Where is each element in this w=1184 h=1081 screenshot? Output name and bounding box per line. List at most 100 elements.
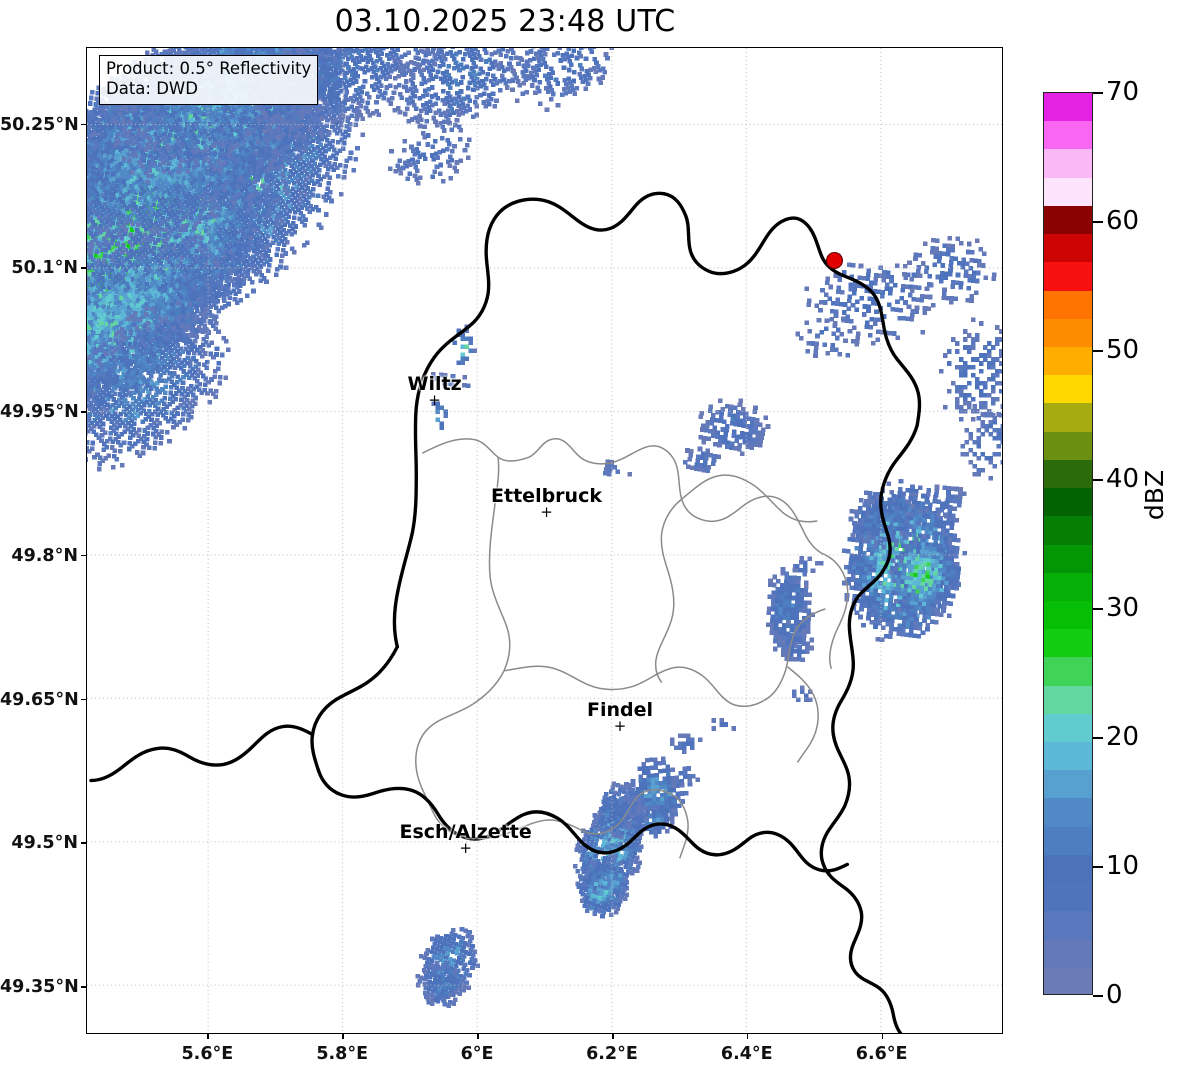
lon-tick-label: 5.6°E — [181, 1044, 234, 1064]
map-plot-area[interactable]: Product: 0.5° Reflectivity Data: DWD — [86, 47, 1003, 1034]
colorbar-band — [1044, 93, 1092, 122]
colorbar-band — [1044, 572, 1092, 601]
colorbar-tick-label: 0 — [1106, 980, 1123, 1010]
colorbar-band — [1044, 234, 1092, 263]
lon-tick-label: 6.6°E — [855, 1044, 908, 1064]
colorbar-band — [1044, 883, 1092, 912]
colorbar-tick-label: 10 — [1106, 851, 1140, 881]
colorbar-tick-label: 30 — [1106, 593, 1140, 623]
colorbar-tick-mark — [1093, 866, 1103, 868]
lat-tick-mark — [81, 123, 86, 126]
colorbar-band — [1044, 685, 1092, 714]
colorbar-tick-mark — [1093, 479, 1103, 481]
lon-tick-label: 6°E — [460, 1044, 494, 1064]
colorbar-band — [1044, 290, 1092, 319]
lon-tick-mark — [881, 1034, 884, 1039]
city-marker-icon: + — [613, 716, 627, 735]
colorbar-band — [1044, 459, 1092, 489]
colorbar-band — [1044, 770, 1092, 799]
page-title: 03.10.2025 23:48 UTC — [334, 4, 676, 39]
lat-tick-mark — [81, 986, 86, 988]
colorbar-band — [1044, 826, 1092, 855]
city-marker-icon: + — [459, 839, 472, 858]
city-marker-icon: + — [428, 390, 441, 409]
lon-tick-mark — [207, 1034, 209, 1039]
colorbar-band — [1044, 177, 1092, 206]
colorbar-band — [1044, 657, 1092, 686]
colorbar-band — [1044, 854, 1092, 884]
colorbar-band — [1044, 488, 1092, 517]
colorbar-tick-label: 40 — [1106, 464, 1140, 494]
district-boundaries — [415, 437, 849, 859]
lon-tick-label: 6.2°E — [586, 1044, 638, 1064]
colorbar-tick-label: 50 — [1106, 335, 1140, 365]
lat-tick-label: 49.95°N — [0, 402, 79, 423]
city-label-findel: Findel + — [587, 698, 654, 735]
colorbar-band — [1044, 431, 1092, 460]
lon-tick-mark — [746, 1034, 749, 1039]
product-info-box: Product: 0.5° Reflectivity Data: DWD — [99, 55, 319, 105]
lat-tick-mark — [81, 554, 86, 557]
colorbar-band — [1044, 544, 1092, 573]
colorbar-band — [1044, 403, 1092, 432]
colorbar-tick-mark — [1093, 350, 1103, 352]
colorbar-unit-label: dBZ — [1140, 469, 1169, 521]
colorbar-tick-mark — [1093, 221, 1103, 223]
colorbar-tick-mark — [1093, 92, 1103, 94]
city-label-ettelbruck: Ettelbruck + — [491, 484, 602, 521]
colorbar-band — [1044, 967, 1092, 994]
country-border — [89, 191, 922, 1033]
city-label-wiltz: Wiltz + — [407, 372, 462, 409]
colorbar-band — [1044, 516, 1092, 545]
colorbar-band — [1044, 121, 1092, 150]
colorbar-band — [1044, 911, 1092, 940]
map-clip — [87, 48, 1002, 1033]
colorbar-band — [1044, 798, 1092, 827]
colorbar-band — [1044, 600, 1092, 630]
colorbar-tick-label: 60 — [1106, 206, 1140, 236]
colorbar-tick-mark — [1093, 995, 1103, 997]
radar-site-marker[interactable] — [825, 252, 843, 270]
city-name: Findel — [587, 698, 654, 721]
colorbar-band — [1044, 375, 1092, 404]
colorbar[interactable] — [1043, 92, 1093, 995]
data-source-line: Data: DWD — [106, 79, 198, 99]
colorbar-band — [1044, 939, 1092, 968]
colorbar-tick-mark — [1093, 737, 1103, 739]
city-marker-icon: + — [540, 502, 553, 521]
colorbar-band — [1044, 713, 1092, 743]
lat-tick-mark — [81, 411, 86, 413]
lon-tick-mark — [611, 1034, 614, 1039]
lon-tick-label: 5.8°E — [316, 1044, 369, 1064]
colorbar-tick-label: 20 — [1106, 722, 1140, 752]
lat-tick-label: 49.65°N — [0, 689, 79, 710]
lat-tick-label: 50.25°N — [0, 114, 79, 135]
product-line: Product: 0.5° Reflectivity — [106, 59, 312, 78]
colorbar-band — [1044, 149, 1092, 178]
lat-tick-mark — [81, 842, 86, 844]
lon-tick-mark — [477, 1034, 479, 1039]
lat-tick-label: 49.5°N — [11, 833, 78, 854]
lat-tick-mark — [81, 267, 86, 269]
colorbar-band — [1044, 742, 1092, 771]
colorbar-tick-label: 70 — [1106, 77, 1140, 107]
city-name: Esch/Alzette — [399, 821, 532, 844]
lat-tick-label: 50.1°N — [11, 258, 78, 279]
map-vector-layer — [87, 48, 1002, 1033]
lat-tick-label: 49.8°N — [11, 545, 78, 566]
colorbar-tick-mark — [1093, 608, 1103, 610]
lat-tick-mark — [81, 698, 86, 701]
colorbar-band — [1044, 318, 1092, 347]
gridlines — [87, 48, 1002, 1033]
city-label-esch-alzette: Esch/Alzette + — [399, 821, 532, 858]
colorbar-band — [1044, 346, 1092, 376]
city-name: Wiltz — [407, 372, 462, 395]
lon-tick-label: 6.4°E — [720, 1044, 773, 1064]
lat-tick-label: 49.35°N — [0, 977, 79, 998]
colorbar-band — [1044, 205, 1092, 235]
lon-tick-mark — [342, 1034, 344, 1039]
colorbar-band — [1044, 629, 1092, 658]
colorbar-band — [1044, 262, 1092, 291]
city-name: Ettelbruck — [491, 484, 602, 507]
